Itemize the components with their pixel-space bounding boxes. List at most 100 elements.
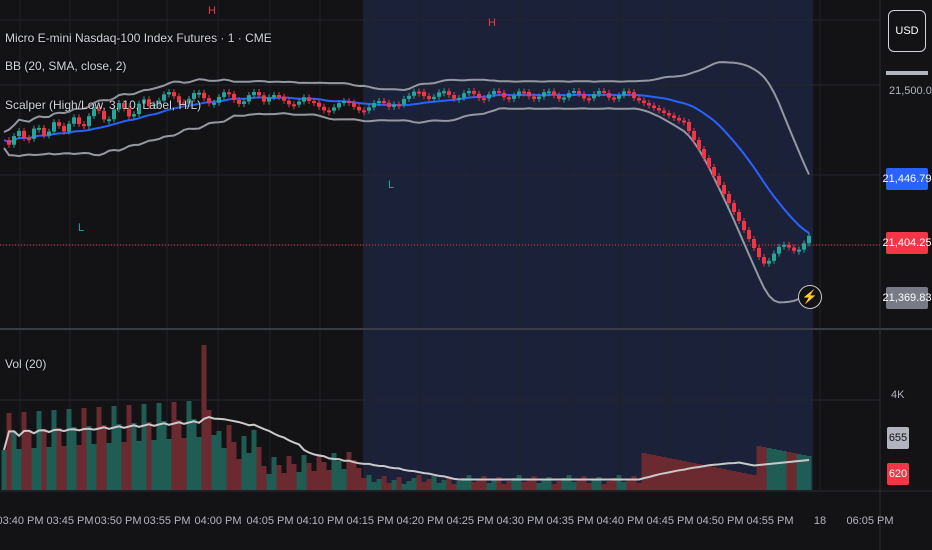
candle-body: [672, 115, 676, 118]
candle-body: [27, 138, 31, 141]
symbol-title[interactable]: Micro E-mini Nasdaq-100 Index Futures · …: [5, 31, 272, 45]
candle-body: [442, 91, 446, 94]
lightning-icon[interactable]: ⚡: [798, 285, 822, 309]
volume-bar: [51, 410, 57, 490]
volume-level-label: 4K: [891, 389, 905, 401]
candle-body: [312, 101, 316, 104]
volume-bar: [566, 475, 572, 490]
currency-button[interactable]: USD: [888, 10, 926, 52]
volume-bar: [591, 480, 597, 490]
volume-bar: [666, 458, 672, 490]
candle-body: [87, 116, 91, 127]
volume-bar: [271, 457, 277, 490]
candle-body: [337, 103, 341, 108]
candle-body: [722, 185, 726, 194]
volume-bar: [306, 463, 312, 490]
volume-bar: [401, 484, 407, 490]
volume-ma-line: [3, 416, 810, 481]
time-tick-label: 04:20 PM: [396, 515, 444, 527]
volume-bar: [626, 479, 632, 490]
candle-body: [17, 130, 21, 137]
volume-bar: [41, 429, 47, 490]
volume-bar: [716, 468, 722, 490]
candle-body: [782, 244, 786, 247]
volume-bar: [61, 446, 67, 490]
candle-body: [467, 91, 471, 94]
candle-body: [92, 107, 96, 117]
candle-body: [492, 91, 496, 95]
volume-bar: [176, 420, 182, 490]
candle-body: [97, 107, 101, 111]
volume-bar: [376, 479, 382, 490]
volume-bar: [11, 431, 17, 490]
time-tick-label: 04:10 PM: [296, 515, 344, 527]
candle-body: [727, 194, 731, 203]
candle-body: [532, 96, 536, 99]
volume-bar: [26, 430, 32, 490]
volume-bar: [611, 478, 617, 490]
volume-bar: [276, 465, 282, 490]
candle-body: [577, 91, 581, 95]
volume-bar: [706, 466, 712, 490]
candle-body: [567, 93, 571, 98]
volume-bar: [516, 475, 522, 490]
candle-body: [537, 96, 541, 99]
volume-bar: [506, 481, 512, 490]
volume-bar: [201, 345, 207, 490]
volume-bar: [576, 479, 582, 490]
volume-bar: [46, 447, 52, 490]
candle-body: [232, 93, 236, 100]
volume-bar: [166, 439, 172, 490]
volume-bar: [501, 484, 507, 490]
volume-bar: [451, 484, 457, 490]
candle-body: [262, 95, 266, 102]
candle-body: [622, 91, 626, 96]
time-tick-label: 03:50 PM: [94, 515, 142, 527]
candle-body: [22, 130, 26, 139]
candle-body: [562, 97, 566, 100]
candle-body: [462, 93, 466, 98]
volume-bar: [466, 475, 472, 490]
candle-body: [72, 117, 76, 124]
candle-body: [452, 94, 456, 99]
candle-body: [112, 109, 116, 120]
volume-bar: [181, 438, 187, 490]
candle-body: [512, 95, 516, 99]
volume-bar: [286, 456, 292, 490]
candle-body: [712, 167, 716, 176]
candle-body: [417, 91, 421, 94]
candle-body: [602, 91, 606, 94]
candle-body: [282, 96, 286, 101]
candle-body: [402, 98, 406, 105]
volume-bar: [676, 460, 682, 490]
volume-bar: [806, 456, 812, 490]
bb-indicator-legend[interactable]: BB (20, SMA, close, 2): [5, 59, 127, 73]
candle-body: [47, 131, 51, 136]
volume-bar: [81, 408, 87, 490]
time-tick-label: 04:55 PM: [746, 515, 794, 527]
volume-bar: [796, 454, 802, 490]
volume-indicator-legend[interactable]: Vol (20): [5, 357, 47, 371]
volume-bar: [156, 403, 162, 490]
scalper-marker: H: [488, 17, 496, 29]
scalper-indicator-legend[interactable]: Scalper (High/Low, 3, 10, Label, H/L): [5, 98, 202, 112]
candle-body: [487, 94, 491, 99]
candle-body: [212, 102, 216, 105]
volume-bar: [686, 462, 692, 490]
volume-bar: [801, 455, 807, 490]
candle-body: [607, 93, 611, 98]
volume-bar: [141, 404, 147, 490]
volume-bar: [596, 477, 602, 490]
time-tick-label: 04:00 PM: [194, 515, 242, 527]
volume-bar: [121, 442, 127, 490]
volume-bar: [296, 472, 302, 490]
volume-bar: [226, 425, 232, 490]
candle-body: [647, 103, 651, 106]
candle-body: [427, 96, 431, 99]
candle-body: [502, 92, 506, 98]
volume-bar: [541, 480, 547, 490]
candle-body: [627, 91, 631, 94]
volume-bar: [191, 419, 197, 490]
candle-body: [267, 97, 271, 102]
